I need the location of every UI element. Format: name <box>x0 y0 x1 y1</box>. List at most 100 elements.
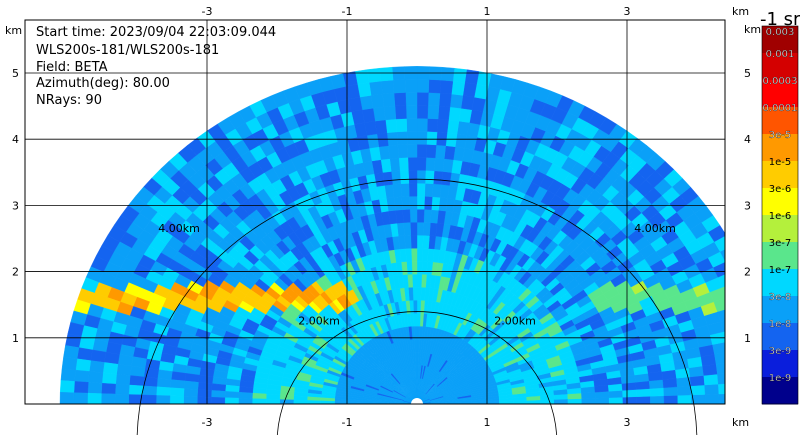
field-cell <box>155 395 171 404</box>
field-cell <box>422 248 429 262</box>
field-cell <box>438 92 452 108</box>
colorbar-tick-label: 0.0003 <box>763 76 798 87</box>
field-cell <box>442 158 454 173</box>
field-cell <box>713 297 725 312</box>
y-unit-label-left: km <box>5 24 22 37</box>
colorbar-tick-label: 3e-5 <box>769 130 792 141</box>
field-cell <box>690 384 706 396</box>
y-tick-label-left: 5 <box>12 67 19 80</box>
field-cell <box>197 389 212 398</box>
field-cell <box>422 222 431 236</box>
field-cell <box>114 383 130 395</box>
field-cell <box>416 325 421 340</box>
field-cell <box>409 195 418 210</box>
colorbar-segment <box>762 323 798 351</box>
field-cell <box>428 235 436 250</box>
field-cell <box>379 66 394 82</box>
field-cell <box>608 396 624 404</box>
field-cell <box>423 209 432 223</box>
field-cell <box>400 183 410 197</box>
field-cell <box>76 347 93 361</box>
field-cell <box>717 373 725 385</box>
field-cell <box>388 144 400 159</box>
field-cell <box>712 261 725 278</box>
field-cell <box>348 401 363 404</box>
field-cell <box>430 209 439 224</box>
field-cell <box>622 396 637 404</box>
field-cell <box>406 118 418 132</box>
y-unit-label-right: km <box>744 23 761 36</box>
colorbar-tick-label: 0.001 <box>766 49 795 60</box>
field-cell <box>397 144 409 159</box>
colorbar-tick-label: 3e-7 <box>769 238 792 249</box>
field-cell <box>452 67 467 83</box>
field-cell <box>73 392 88 404</box>
field-cell <box>370 93 385 109</box>
field-cell <box>210 390 226 398</box>
field-cell <box>567 398 583 404</box>
field-cell <box>59 380 75 393</box>
field-cell <box>129 375 145 387</box>
field-cell <box>416 260 423 275</box>
field-cell <box>426 118 439 133</box>
field-cell <box>383 105 397 121</box>
field-cell <box>704 383 720 395</box>
radar-origin <box>411 398 423 404</box>
field-cell <box>279 399 294 404</box>
info-start-time: Start time: 2023/09/04 22:03:09.044 <box>36 25 277 40</box>
field-cell <box>431 196 441 211</box>
field-cell <box>719 248 725 262</box>
y-tick-label-right: 4 <box>744 133 751 146</box>
field-cell <box>622 389 637 398</box>
y-tick-label-right: 2 <box>744 266 751 279</box>
field-cell <box>65 333 82 348</box>
info-azimuth: Azimuth(deg): 80.00 <box>36 76 170 91</box>
field-cell <box>101 372 117 385</box>
field-cell <box>704 393 720 404</box>
field-cell <box>663 395 679 404</box>
field-cell <box>456 120 470 136</box>
field-cell <box>714 352 725 365</box>
field-cell <box>402 209 411 223</box>
field-cell <box>416 131 428 145</box>
field-cell <box>432 183 442 198</box>
y-tick-label-left: 1 <box>12 332 19 345</box>
field-cell <box>412 286 418 301</box>
field-cell <box>416 105 429 119</box>
field-cell <box>649 387 665 397</box>
field-cell <box>581 397 596 404</box>
field-cell <box>416 182 426 197</box>
field-cell <box>436 118 449 134</box>
field-cell <box>87 392 102 404</box>
field-cell <box>416 286 422 301</box>
field-cell <box>88 371 104 384</box>
field-cell <box>416 299 422 314</box>
field-cell <box>676 385 692 396</box>
field-cell <box>448 106 462 122</box>
colorbar-segment <box>762 134 798 162</box>
field-cell <box>156 386 171 397</box>
field-cell <box>720 320 725 332</box>
field-cell <box>662 377 678 388</box>
field-cell <box>265 398 281 404</box>
field-cell <box>718 383 725 395</box>
field-cell <box>416 364 419 379</box>
field-cell <box>60 368 76 382</box>
field-cell <box>59 391 75 404</box>
field-cell <box>101 382 116 395</box>
field-cell <box>416 247 424 262</box>
range-ring-label: 2.00km <box>298 315 340 328</box>
field-cell <box>392 79 406 94</box>
colorbar-segment <box>762 269 798 297</box>
field-cell <box>416 195 425 210</box>
colorbar-frame <box>761 25 799 405</box>
field-cell <box>416 79 430 93</box>
field-cell <box>265 393 281 400</box>
info-instrument: WLS200s-181/WLS200s-181 <box>36 43 220 58</box>
field-cell <box>115 373 131 386</box>
x-tick-label-top: 1 <box>484 5 491 18</box>
field-cell <box>89 360 105 374</box>
colorbar-segment <box>762 80 798 108</box>
field-cell <box>717 309 725 322</box>
